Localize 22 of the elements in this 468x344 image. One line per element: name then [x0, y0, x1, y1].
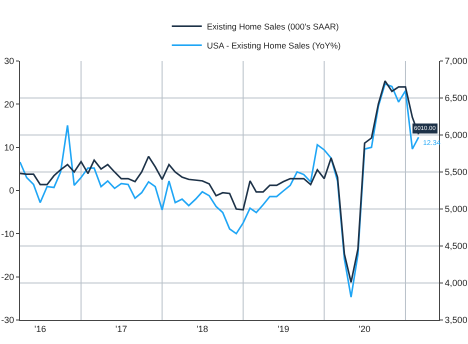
x-tick-label: '16 [34, 324, 46, 334]
y-tick-label: 20 [4, 99, 14, 110]
y-tick-label: 10 [4, 142, 14, 152]
x-tick-label: '20 [358, 324, 370, 334]
y2-tick-label: 4,000 [444, 278, 468, 288]
y2-tick-label: 5,000 [444, 204, 468, 214]
legend-label: USA - Existing Home Sales (YoY%) [206, 40, 341, 51]
y2-tick-label: 6,000 [444, 130, 468, 140]
x-tick-label: '19 [277, 324, 290, 334]
y-tick-label: -30 [1, 315, 14, 326]
y2-tick-label: 3,500 [444, 315, 468, 326]
y-tick-label: -20 [1, 272, 14, 282]
y2-tick-label: 7,000 [444, 56, 468, 66]
y-tick-label: 30 [4, 56, 14, 66]
y2-tick-label: 4,500 [444, 241, 468, 252]
y-tick-label: 0 [9, 186, 14, 196]
x-tick-label: '18 [196, 324, 208, 334]
y2-tick-label: 5,500 [444, 167, 468, 178]
y2-tick-label: 6,500 [444, 93, 468, 104]
x-tick-label: '17 [115, 324, 128, 334]
y-tick-label: -10 [1, 228, 14, 239]
legend-label: Existing Home Sales (000's SAAR) [206, 22, 339, 32]
